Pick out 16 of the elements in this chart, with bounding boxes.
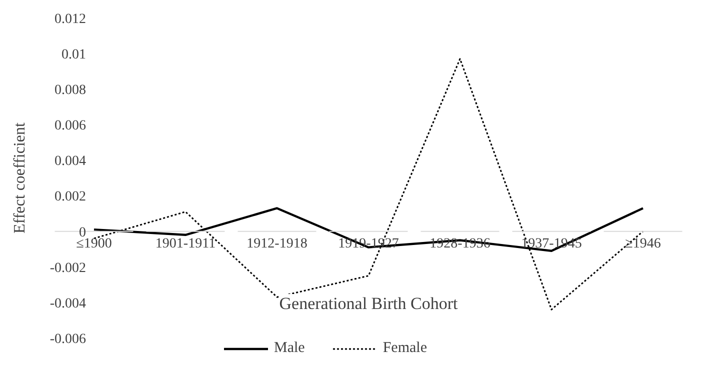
y-axis-title: Effect coefficient xyxy=(11,122,29,234)
y-tick-label: 0.008 xyxy=(54,83,86,98)
y-tick-label: -0.006 xyxy=(50,332,86,347)
y-tick-label: 0.012 xyxy=(54,12,86,27)
legend-label: Female xyxy=(382,340,427,357)
y-tick-label: 0.004 xyxy=(54,154,86,170)
legend-label: Male xyxy=(273,340,305,357)
x-axis-title: Generational Birth Cohort xyxy=(279,294,458,313)
x-tick-label: ≥1946 xyxy=(625,236,661,252)
y-tick-label: 0.002 xyxy=(54,190,86,205)
x-tick-label: 1912-1918 xyxy=(246,236,308,252)
x-tick-label: 1901-1911 xyxy=(155,236,216,252)
y-tick-label: 0.006 xyxy=(54,118,86,134)
y-tick-label: -0.004 xyxy=(50,296,86,312)
y-tick-label: 0.01 xyxy=(62,48,86,63)
y-tick-label: -0.002 xyxy=(50,260,86,276)
